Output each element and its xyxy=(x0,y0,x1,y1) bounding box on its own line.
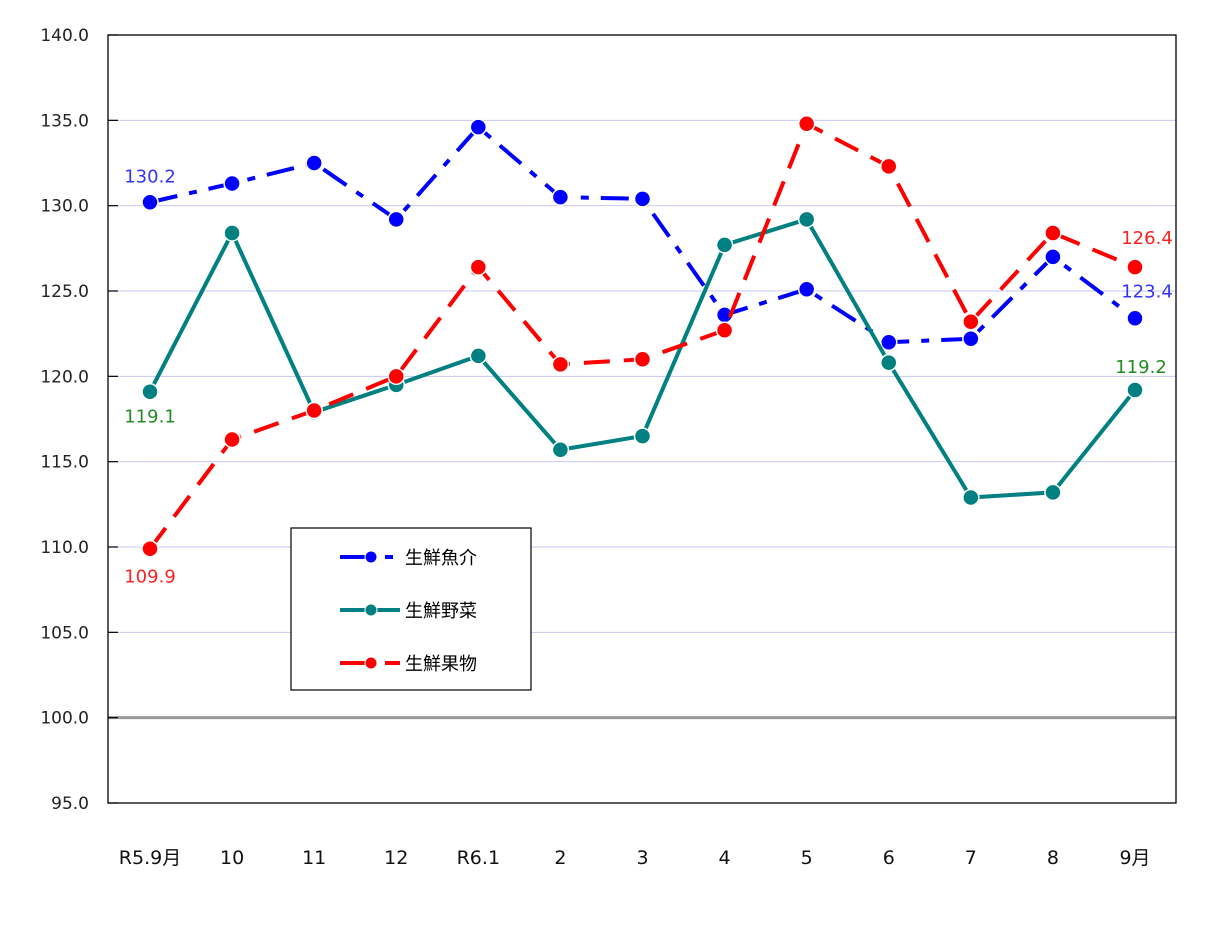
data-point-marker xyxy=(223,430,241,449)
x-tick-label: 2 xyxy=(554,847,566,869)
legend-marker-icon xyxy=(364,550,378,564)
data-point-marker xyxy=(141,193,159,212)
x-tick-label: 12 xyxy=(384,847,408,869)
x-tick-label: 3 xyxy=(636,847,648,869)
data-point-marker xyxy=(551,440,570,459)
x-tick-label: 8 xyxy=(1047,847,1059,869)
x-tick-label: R5.9月 xyxy=(119,847,181,869)
x-tick-label: 5 xyxy=(801,847,813,869)
data-point-marker xyxy=(223,224,241,242)
x-tick-label: 4 xyxy=(719,847,731,869)
data-point-marker xyxy=(633,427,652,445)
data-point-marker xyxy=(1126,258,1144,276)
series-0 xyxy=(141,118,1144,351)
data-label: 119.1 xyxy=(124,407,176,428)
data-point-marker xyxy=(141,382,159,401)
data-label: 123.4 xyxy=(1121,281,1173,302)
y-tick-label: 125.0 xyxy=(40,282,89,302)
data-point-marker xyxy=(1126,381,1144,399)
data-point-marker xyxy=(715,321,734,340)
y-tick-label: 130.0 xyxy=(40,197,89,217)
legend-box xyxy=(290,527,532,691)
gridlines xyxy=(108,119,1176,720)
data-point-marker xyxy=(141,539,159,558)
data-point-marker xyxy=(551,355,570,374)
plot-area xyxy=(107,34,1177,804)
legend-marker-icon xyxy=(364,603,378,617)
data-label: 126.4 xyxy=(1121,228,1173,249)
data-point-marker xyxy=(797,210,816,229)
data-point-marker xyxy=(305,154,323,172)
x-tick-label: 7 xyxy=(965,847,977,869)
legend-marker-icon xyxy=(364,656,378,670)
x-tick-label: 11 xyxy=(302,847,326,869)
data-point-marker xyxy=(1044,224,1062,242)
legend-label: 生鮮魚介 xyxy=(405,548,477,569)
data-point-marker xyxy=(962,330,980,348)
y-tick-label: 105.0 xyxy=(40,623,89,643)
data-point-marker xyxy=(880,333,898,351)
y-tick-label: 110.0 xyxy=(40,538,89,558)
data-label: 109.9 xyxy=(124,567,176,588)
data-point-marker xyxy=(305,401,323,420)
data-point-marker xyxy=(880,353,898,372)
x-tick-label: 10 xyxy=(220,847,244,869)
data-point-marker xyxy=(551,188,570,206)
data-point-marker xyxy=(469,347,488,365)
data-point-marker xyxy=(633,350,652,369)
data-point-marker xyxy=(469,258,488,276)
x-axis: R5.9月 10 11 12 R6.1 2 3 4 5 6 7 8 9月 xyxy=(119,847,1151,869)
y-tick-label: 115.0 xyxy=(40,453,89,473)
y-tick-label: 100.0 xyxy=(40,709,89,729)
data-point-marker xyxy=(387,367,405,386)
y-tick-label: 95.0 xyxy=(51,794,89,814)
data-point-marker xyxy=(223,174,241,193)
data-point-marker xyxy=(387,210,405,229)
y-axis: 140.0 135.0 130.0 125.0 120.0 115.0 110.0 105.0… xyxy=(40,26,118,814)
data-point-marker xyxy=(1044,248,1062,266)
legend-label: 生鮮野菜 xyxy=(405,601,477,622)
y-tick-label: 140.0 xyxy=(40,26,89,46)
data-point-marker xyxy=(715,236,734,254)
data-point-marker xyxy=(1044,483,1062,502)
data-point-marker xyxy=(469,118,488,136)
legend-item-fruits: 生鮮果物 xyxy=(340,654,477,675)
data-label: 119.2 xyxy=(1115,357,1167,378)
x-tick-label: R6.1 xyxy=(457,847,500,869)
legend-label: 生鮮果物 xyxy=(405,654,477,675)
data-point-marker xyxy=(962,488,980,507)
y-tick-label: 135.0 xyxy=(40,111,89,131)
data-point-marker xyxy=(880,157,898,176)
data-point-marker xyxy=(797,280,816,299)
y-tick-label: 120.0 xyxy=(40,367,89,387)
legend-item-vegetables: 生鮮野菜 xyxy=(340,601,477,622)
data-point-marker xyxy=(962,312,980,331)
data-point-marker xyxy=(797,114,816,133)
data-labels: 130.2 123.4 119.1 119.2 109.9 126.4 xyxy=(124,166,1173,587)
legend-item-fish: 生鮮魚介 xyxy=(340,548,477,569)
data-point-marker xyxy=(1126,309,1144,328)
series-lines xyxy=(141,114,1144,558)
legend: 生鮮魚介 生鮮野菜 生鮮果物 xyxy=(290,527,532,691)
data-point-marker xyxy=(633,190,652,208)
x-tick-label: 6 xyxy=(883,847,895,869)
series-2 xyxy=(141,114,1144,558)
x-tick-label: 9月 xyxy=(1119,847,1150,869)
data-label: 130.2 xyxy=(124,166,176,187)
